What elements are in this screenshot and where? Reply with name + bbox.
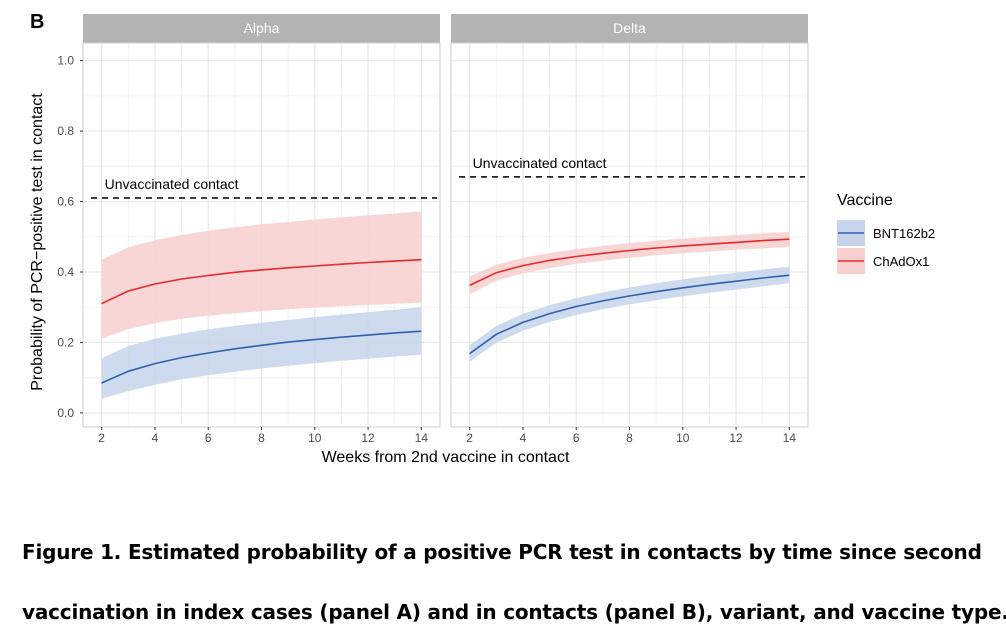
series-line-bnt162b2-alpha	[101, 330, 422, 384]
facet-strip-alpha	[83, 14, 440, 43]
x-tick-label: 14	[783, 431, 797, 445]
x-tick-label: 4	[152, 431, 159, 445]
confidence-band-bnt162b2-alpha	[101, 307, 422, 399]
facet-label-alpha: Alpha	[244, 20, 280, 36]
legend-label-chadox1: ChAdOx1	[873, 254, 929, 269]
reference-label-delta: Unvaccinated contact	[473, 155, 607, 171]
x-tick-label: 12	[361, 431, 375, 445]
chart: B Alpha Unvaccinated contact 2 4 6 8 10 12 14 Delt…	[29, 11, 935, 466]
figure-caption-line-1: Figure 1. Estimated probability of a pos…	[22, 540, 982, 564]
series-line-chadox1-delta	[469, 238, 790, 287]
x-tick-label: 2	[98, 431, 105, 445]
reference-label-alpha: Unvaccinated contact	[105, 176, 239, 192]
y-tick-label: 0.6	[57, 195, 74, 209]
x-tick-label: 10	[676, 431, 690, 445]
x-tick-label: 4	[520, 431, 527, 445]
figure-caption-line-2: vaccination in index cases (panel A) and…	[22, 600, 1006, 624]
y-tick-label: 0.2	[57, 335, 74, 349]
confidence-band-chadox1-alpha	[101, 211, 422, 339]
x-tick-label: 6	[205, 431, 212, 445]
confidence-band-chadox1-delta	[469, 231, 790, 295]
x-tick-label: 10	[308, 431, 322, 445]
x-tick-label: 8	[626, 431, 633, 445]
series-line-chadox1-alpha	[101, 258, 422, 305]
x-tick-label: 2	[466, 431, 473, 445]
x-tick-label: 6	[573, 431, 580, 445]
x-tick-label: 8	[258, 431, 265, 445]
facet-label-delta: Delta	[613, 20, 646, 36]
facet-strip-delta	[451, 14, 808, 43]
y-tick-label: 0.8	[57, 124, 74, 138]
y-axis-title: Probability of PCR−positive test in cont…	[29, 93, 46, 391]
x-axis-title: Weeks from 2nd vaccine in contact	[322, 449, 570, 466]
series-line-bnt162b2-delta	[469, 274, 790, 355]
x-tick-label: 14	[415, 431, 429, 445]
y-tick-label: 0.0	[57, 406, 74, 420]
confidence-band-bnt162b2-delta	[469, 266, 790, 362]
y-tick-label: 1.0	[57, 54, 74, 68]
panel-label: B	[30, 11, 44, 33]
y-tick-label: 0.4	[57, 265, 74, 279]
x-tick-label: 12	[729, 431, 743, 445]
legend-label-bnt162b2: BNT162b2	[873, 226, 935, 241]
legend-title: Vaccine	[837, 192, 893, 209]
